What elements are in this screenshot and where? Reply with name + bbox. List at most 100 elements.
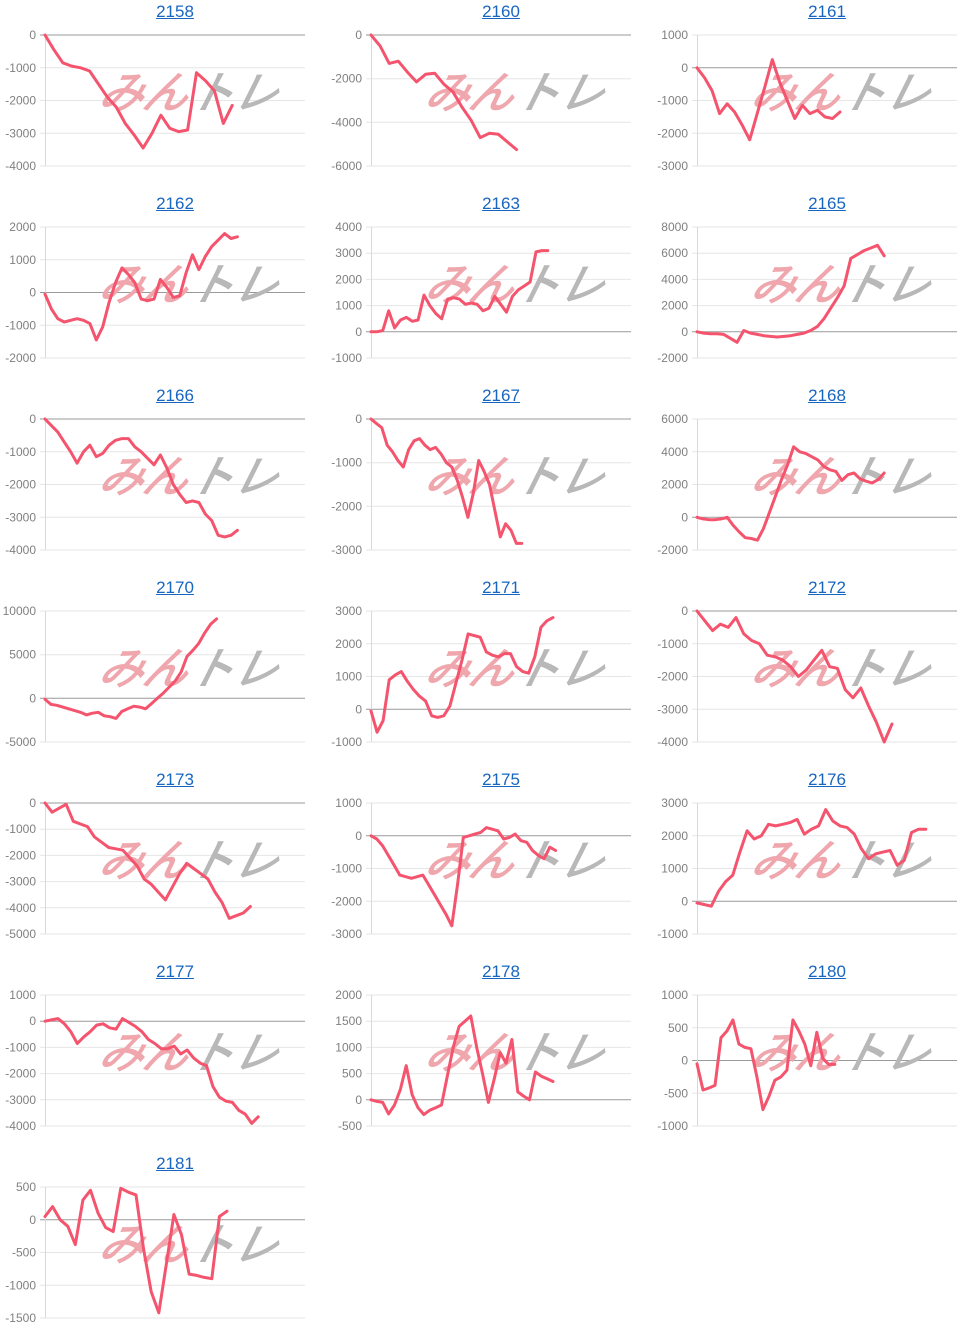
chart-title-row: 2178 — [326, 960, 652, 984]
chart-title-row: 2166 — [0, 384, 326, 408]
chart-title-link-2180[interactable]: 2180 — [808, 962, 846, 981]
chart-svg: 0 -1000 -2000 -3000 -4000 みんトレ — [5, 412, 305, 557]
y-tick-label: -1000 — [5, 318, 36, 332]
y-tick-label: -3000 — [657, 702, 688, 716]
chart-title-link-2175[interactable]: 2175 — [482, 770, 520, 789]
y-tick-label: 6000 — [661, 246, 688, 260]
chart-svg: 1000 0 -1000 -2000 -3000 みんトレ — [331, 796, 631, 941]
y-tick-label: -3000 — [5, 510, 36, 524]
y-tick-label: -3000 — [331, 927, 362, 941]
chart-panel: 2175 1000 0 -1000 -2000 -3000 みんトレ — [326, 768, 652, 960]
chart-panel: 2177 1000 0 -1000 -2000 -3000 -4000 みんトレ — [0, 960, 326, 1152]
y-tick-label: 4000 — [661, 445, 688, 459]
y-tick-label: -2000 — [5, 351, 36, 365]
y-tick-label: 5000 — [9, 648, 36, 662]
series-line — [369, 417, 524, 545]
y-tick-label: -2000 — [331, 72, 362, 86]
chart-title-link-2177[interactable]: 2177 — [156, 962, 194, 981]
y-tick-label: 0 — [29, 691, 36, 705]
chart-title-link-2176[interactable]: 2176 — [808, 770, 846, 789]
minkabu-watermark: みんトレ — [95, 646, 286, 694]
chart-panel: 2181 500 0 -500 -1000 -1500 みんトレ — [0, 1152, 326, 1344]
minkabu-watermark: みんトレ — [95, 1222, 286, 1270]
y-tick-label: -1000 — [5, 1040, 36, 1054]
y-tick-label: -4000 — [331, 115, 362, 129]
y-tick-label: 10000 — [3, 604, 37, 618]
chart-panel: 2162 2000 1000 0 -1000 -2000 みんトレ — [0, 192, 326, 384]
y-tick-label: 3000 — [335, 246, 362, 260]
y-tick-label: 4000 — [335, 220, 362, 234]
y-tick-label: -1000 — [657, 637, 688, 651]
y-tick-label: 0 — [29, 412, 36, 426]
minkabu-watermark: みんトレ — [421, 70, 612, 118]
y-tick-label: 0 — [355, 829, 362, 843]
minkabu-watermark: みんトレ — [747, 454, 938, 502]
series-line — [695, 808, 928, 908]
chart-panel: 2180 1000 500 0 -500 -1000 みんトレ — [652, 960, 978, 1152]
y-tick-label: 0 — [29, 28, 36, 42]
chart-panel: 2168 6000 4000 2000 0 -2000 みんトレ — [652, 384, 978, 576]
chart-title-link-2161[interactable]: 2161 — [808, 2, 846, 21]
minkabu-watermark: みんトレ — [747, 646, 938, 694]
chart-svg: 2000 1000 0 -1000 -2000 みんトレ — [5, 220, 305, 365]
chart-svg: 0 -1000 -2000 -3000 みんトレ — [331, 412, 631, 557]
y-tick-label: 4000 — [661, 272, 688, 286]
chart-title-link-2181[interactable]: 2181 — [156, 1154, 194, 1173]
series-line — [695, 445, 886, 542]
y-tick-label: 500 — [16, 1180, 36, 1194]
chart-title-link-2170[interactable]: 2170 — [156, 578, 194, 597]
series-line — [43, 617, 219, 720]
y-tick-label: -1000 — [331, 351, 362, 365]
chart-svg: 3000 2000 1000 0 -1000 みんトレ — [331, 604, 631, 749]
chart-title-link-2166[interactable]: 2166 — [156, 386, 194, 405]
chart-svg: 500 0 -500 -1000 -1500 みんトレ — [5, 1180, 305, 1325]
series-line — [43, 417, 239, 539]
chart-panel: 2178 2000 1500 1000 500 0 -500 みんトレ — [326, 960, 652, 1152]
minkabu-watermark: みんトレ — [421, 646, 612, 694]
chart-title-row: 2167 — [326, 384, 652, 408]
chart-svg: 1000 500 0 -500 -1000 みんトレ — [657, 988, 957, 1133]
chart-title-link-2158[interactable]: 2158 — [156, 2, 194, 21]
chart-title-link-2168[interactable]: 2168 — [808, 386, 846, 405]
chart-title-link-2162[interactable]: 2162 — [156, 194, 194, 213]
chart-panel: 2161 1000 0 -1000 -2000 -3000 みんトレ — [652, 0, 978, 192]
series-line — [369, 616, 555, 734]
y-tick-label: -5000 — [5, 735, 36, 749]
y-tick-label: -500 — [12, 1246, 36, 1260]
chart-panel: 2167 0 -1000 -2000 -3000 みんトレ — [326, 384, 652, 576]
y-tick-label: 1000 — [335, 299, 362, 313]
chart-title-link-2165[interactable]: 2165 — [808, 194, 846, 213]
y-tick-label: -4000 — [657, 735, 688, 749]
y-tick-label: -1000 — [657, 927, 688, 941]
y-tick-label: 0 — [355, 28, 362, 42]
chart-title-link-2160[interactable]: 2160 — [482, 2, 520, 21]
minkabu-watermark: みんトレ — [747, 262, 938, 310]
y-tick-label: 8000 — [661, 220, 688, 234]
chart-title-link-2167[interactable]: 2167 — [482, 386, 520, 405]
chart-panel: 2163 4000 3000 2000 1000 0 -1000 みんトレ — [326, 192, 652, 384]
y-tick-label: 0 — [681, 1054, 688, 1068]
y-tick-label: 1000 — [335, 796, 362, 810]
y-tick-label: 6000 — [661, 412, 688, 426]
chart-title-link-2178[interactable]: 2178 — [482, 962, 520, 981]
y-tick-label: -3000 — [657, 159, 688, 173]
chart-title-link-2172[interactable]: 2172 — [808, 578, 846, 597]
y-tick-label: -500 — [338, 1119, 362, 1133]
chart-title-link-2163[interactable]: 2163 — [482, 194, 520, 213]
chart-panel: 2166 0 -1000 -2000 -3000 -4000 みんトレ — [0, 384, 326, 576]
y-tick-label: 2000 — [661, 829, 688, 843]
chart-title-row: 2168 — [652, 384, 978, 408]
minkabu-watermark: みんトレ — [747, 838, 938, 886]
y-tick-label: 1000 — [9, 988, 36, 1002]
y-tick-label: -1000 — [331, 735, 362, 749]
y-tick-label: 1000 — [335, 1040, 362, 1054]
chart-svg: 0 -2000 -4000 -6000 みんトレ — [331, 28, 631, 173]
y-tick-label: -4000 — [5, 1119, 36, 1133]
minkabu-watermark: みんトレ — [95, 838, 286, 886]
chart-title-link-2171[interactable]: 2171 — [482, 578, 520, 597]
series-line — [369, 1014, 555, 1116]
y-tick-label: 3000 — [335, 604, 362, 618]
chart-title-link-2173[interactable]: 2173 — [156, 770, 194, 789]
